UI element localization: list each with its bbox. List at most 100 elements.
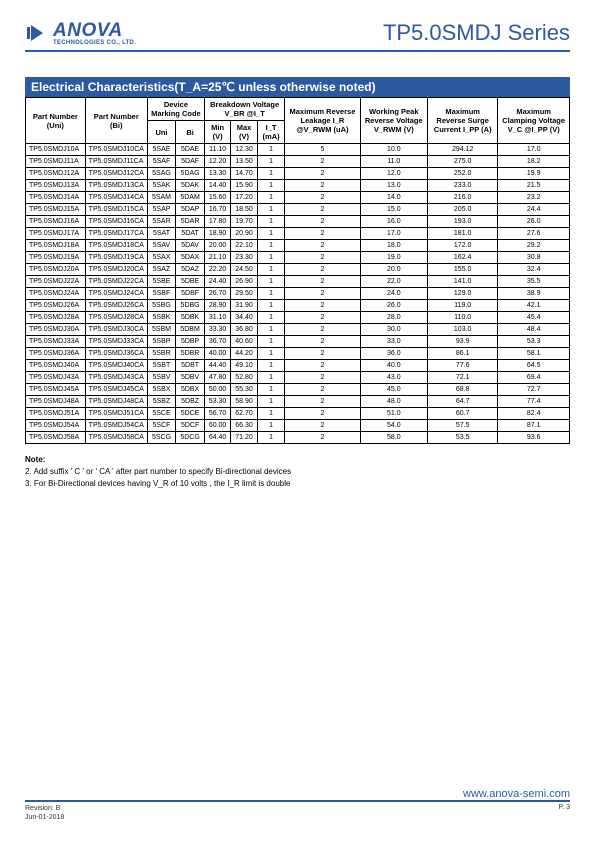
table-cell: 5SAP bbox=[147, 204, 175, 216]
table-row: TP5.0SMDJ24ATP5.0SMDJ24CA5SBF5DBF26.7029… bbox=[26, 288, 570, 300]
table-cell: TP5.0SMDJ28CA bbox=[85, 312, 147, 324]
table-row: TP5.0SMDJ51ATP5.0SMDJ51CA5SCE5DCE56.7062… bbox=[26, 408, 570, 420]
table-cell: 14.40 bbox=[205, 180, 231, 192]
table-cell: 32.4 bbox=[498, 264, 570, 276]
table-cell: 5DAP bbox=[176, 204, 205, 216]
th-code-bi: Bi bbox=[176, 121, 205, 144]
table-cell: 5DBP bbox=[176, 336, 205, 348]
table-cell: 36.0 bbox=[360, 348, 427, 360]
table-cell: 56.70 bbox=[205, 408, 231, 420]
table-cell: 5SCF bbox=[147, 420, 175, 432]
table-cell: 26.0 bbox=[360, 300, 427, 312]
table-cell: 5SAG bbox=[147, 168, 175, 180]
table-cell: 2 bbox=[285, 228, 360, 240]
table-cell: TP5.0SMDJ54A bbox=[26, 420, 86, 432]
th-min: Min (V) bbox=[205, 121, 231, 144]
table-cell: TP5.0SMDJ58CA bbox=[85, 432, 147, 444]
table-cell: TP5.0SMDJ10CA bbox=[85, 144, 147, 156]
table-cell: 62.70 bbox=[231, 408, 258, 420]
table-cell: 18.2 bbox=[498, 156, 570, 168]
footer-date: Jun-01-2018 bbox=[25, 813, 64, 822]
table-cell: 24.40 bbox=[205, 276, 231, 288]
table-cell: 103.0 bbox=[428, 324, 498, 336]
table-cell: 5DAZ bbox=[176, 264, 205, 276]
characteristics-table: Part Number (Uni) Part Number (Bi) Devic… bbox=[25, 97, 570, 444]
table-row: TP5.0SMDJ13ATP5.0SMDJ13CA5SAK5DAK14.4015… bbox=[26, 180, 570, 192]
table-cell: 40.60 bbox=[231, 336, 258, 348]
table-cell: TP5.0SMDJ16CA bbox=[85, 216, 147, 228]
table-cell: 26.90 bbox=[231, 276, 258, 288]
table-cell: 26.0 bbox=[498, 216, 570, 228]
table-cell: 27.6 bbox=[498, 228, 570, 240]
table-cell: 2 bbox=[285, 432, 360, 444]
table-cell: 36.70 bbox=[205, 336, 231, 348]
table-row: TP5.0SMDJ10ATP5.0SMDJ10CA5SAE5DAE11.1012… bbox=[26, 144, 570, 156]
table-cell: 2 bbox=[285, 192, 360, 204]
table-cell: 53.30 bbox=[205, 396, 231, 408]
table-cell: 5DCE bbox=[176, 408, 205, 420]
table-cell: 87.1 bbox=[498, 420, 570, 432]
table-cell: TP5.0SMDJ11A bbox=[26, 156, 86, 168]
table-row: TP5.0SMDJ48ATP5.0SMDJ48CA5SBZ5DBZ53.3058… bbox=[26, 396, 570, 408]
table-row: TP5.0SMDJ33ATP5.0SMDJ33CA5SBP5DBP36.7040… bbox=[26, 336, 570, 348]
table-row: TP5.0SMDJ40ATP5.0SMDJ40CA5SBT5DBT44.4049… bbox=[26, 360, 570, 372]
table-cell: 13.50 bbox=[231, 156, 258, 168]
table-cell: 36.80 bbox=[231, 324, 258, 336]
table-cell: 172.0 bbox=[428, 240, 498, 252]
table-cell: 216.0 bbox=[428, 192, 498, 204]
table-cell: 5SBP bbox=[147, 336, 175, 348]
table-cell: TP5.0SMDJ18CA bbox=[85, 240, 147, 252]
table-cell: 19.70 bbox=[231, 216, 258, 228]
table-cell: 35.5 bbox=[498, 276, 570, 288]
table-cell: 5SAX bbox=[147, 252, 175, 264]
table-cell: 17.80 bbox=[205, 216, 231, 228]
table-row: TP5.0SMDJ15ATP5.0SMDJ15CA5SAP5DAP16.7018… bbox=[26, 204, 570, 216]
table-cell: 55.30 bbox=[231, 384, 258, 396]
table-cell: 2 bbox=[285, 396, 360, 408]
table-cell: 31.90 bbox=[231, 300, 258, 312]
table-cell: 5DAG bbox=[176, 168, 205, 180]
table-cell: 5DAX bbox=[176, 252, 205, 264]
table-cell: TP5.0SMDJ43A bbox=[26, 372, 86, 384]
table-cell: 5DAT bbox=[176, 228, 205, 240]
table-cell: 26.70 bbox=[205, 288, 231, 300]
table-cell: 5SBF bbox=[147, 288, 175, 300]
table-row: TP5.0SMDJ19ATP5.0SMDJ19CA5SAX5DAX21.1023… bbox=[26, 252, 570, 264]
table-cell: 64.7 bbox=[428, 396, 498, 408]
th-max: Max (V) bbox=[231, 121, 258, 144]
table-cell: 1 bbox=[257, 144, 284, 156]
table-cell: 13.0 bbox=[360, 180, 427, 192]
table-cell: 1 bbox=[257, 168, 284, 180]
table-cell: TP5.0SMDJ15A bbox=[26, 204, 86, 216]
table-cell: 2 bbox=[285, 408, 360, 420]
header: ANOVA TECHNOLOGIES CO., LTD. TP5.0SMDJ S… bbox=[25, 20, 570, 52]
footer: www.anova-semi.com Revision: B Jun-01-20… bbox=[25, 788, 570, 822]
table-cell: 77.6 bbox=[428, 360, 498, 372]
table-cell: 1 bbox=[257, 432, 284, 444]
table-cell: TP5.0SMDJ36A bbox=[26, 348, 86, 360]
table-cell: 60.00 bbox=[205, 420, 231, 432]
table-cell: TP5.0SMDJ48A bbox=[26, 396, 86, 408]
table-cell: 1 bbox=[257, 216, 284, 228]
table-cell: 5SBV bbox=[147, 372, 175, 384]
table-cell: 11.0 bbox=[360, 156, 427, 168]
table-cell: 10.0 bbox=[360, 144, 427, 156]
table-cell: 72.7 bbox=[498, 384, 570, 396]
table-cell: 1 bbox=[257, 192, 284, 204]
series-title: TP5.0SMDJ Series bbox=[383, 20, 570, 46]
table-cell: 2 bbox=[285, 288, 360, 300]
table-cell: 12.0 bbox=[360, 168, 427, 180]
th-ipp: Maximum Reverse Surge Current I_PP (A) bbox=[428, 98, 498, 144]
table-cell: 5SBE bbox=[147, 276, 175, 288]
table-cell: TP5.0SMDJ19A bbox=[26, 252, 86, 264]
table-cell: 38.9 bbox=[498, 288, 570, 300]
table-cell: 2 bbox=[285, 420, 360, 432]
th-code: Device Marking Code bbox=[147, 98, 204, 121]
table-cell: 77.4 bbox=[498, 396, 570, 408]
table-cell: TP5.0SMDJ11CA bbox=[85, 156, 147, 168]
table-cell: 5DBX bbox=[176, 384, 205, 396]
table-cell: TP5.0SMDJ20CA bbox=[85, 264, 147, 276]
table-cell: TP5.0SMDJ45A bbox=[26, 384, 86, 396]
table-cell: 5DCF bbox=[176, 420, 205, 432]
table-cell: 129.0 bbox=[428, 288, 498, 300]
